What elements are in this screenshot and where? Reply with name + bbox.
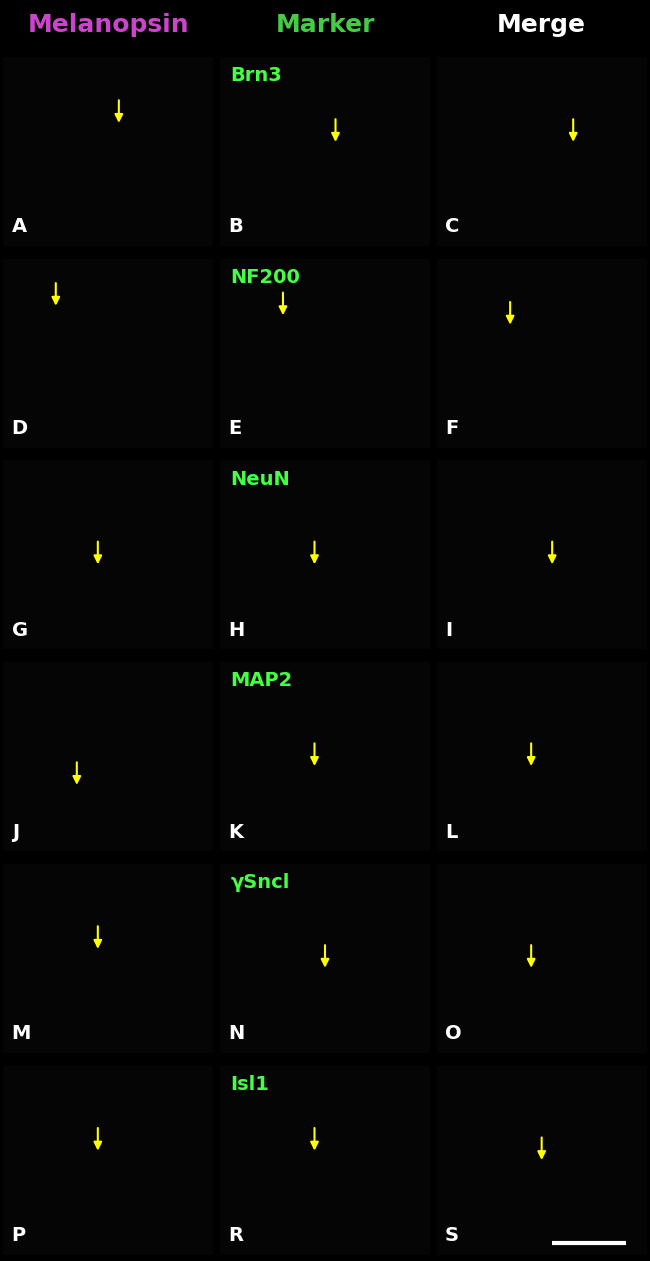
Text: Marker: Marker [275, 13, 375, 38]
Text: E: E [228, 419, 242, 439]
Text: A: A [12, 217, 27, 237]
Text: Merge: Merge [497, 13, 586, 38]
Text: C: C [445, 217, 460, 237]
Text: G: G [12, 620, 28, 641]
Text: MAP2: MAP2 [230, 671, 292, 691]
Text: L: L [445, 822, 458, 842]
Text: Melanopsin: Melanopsin [27, 13, 189, 38]
Text: S: S [445, 1226, 459, 1246]
Text: K: K [228, 822, 243, 842]
Text: D: D [12, 419, 28, 439]
Text: F: F [445, 419, 458, 439]
Text: J: J [12, 822, 19, 842]
Text: Isl1: Isl1 [230, 1074, 269, 1095]
Text: NeuN: NeuN [230, 469, 290, 489]
Text: O: O [445, 1024, 462, 1044]
Text: I: I [445, 620, 452, 641]
Text: R: R [228, 1226, 243, 1246]
Text: γSncl: γSncl [230, 874, 290, 893]
Text: M: M [12, 1024, 31, 1044]
Text: NF200: NF200 [230, 269, 300, 288]
Text: P: P [12, 1226, 26, 1246]
Text: N: N [228, 1024, 244, 1044]
Text: H: H [228, 620, 244, 641]
Text: Brn3: Brn3 [230, 67, 282, 86]
Text: B: B [228, 217, 243, 237]
